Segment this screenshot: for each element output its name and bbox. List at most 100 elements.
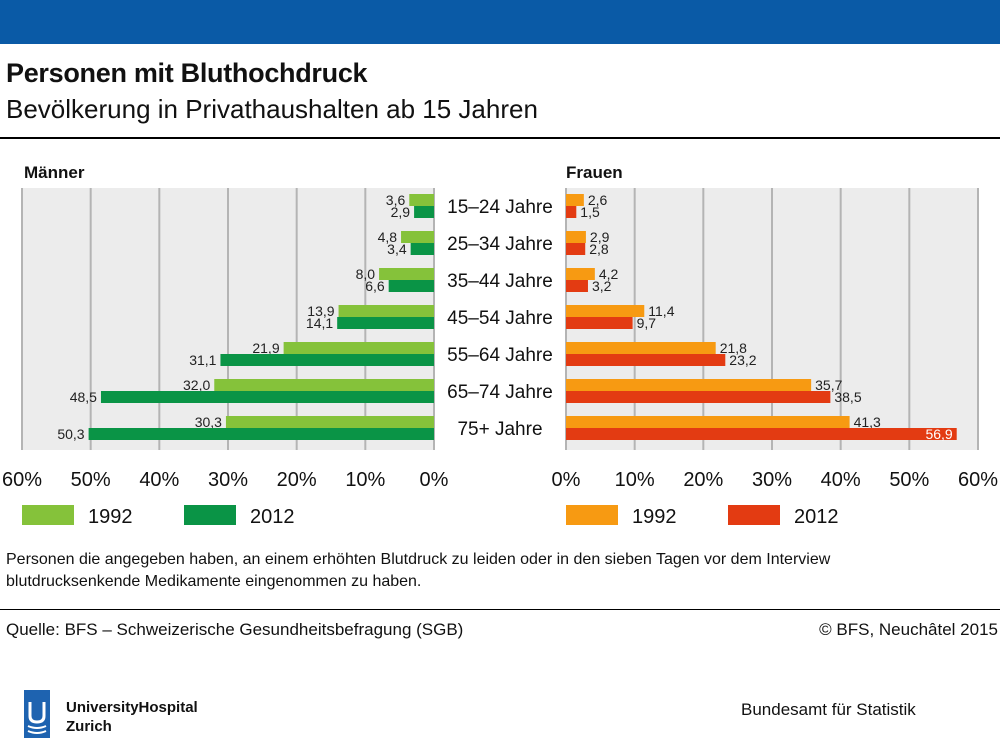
women-tick-label: 60% bbox=[958, 469, 998, 491]
men-legend-swatch-2012 bbox=[184, 505, 236, 525]
men-value-label: 2,9 bbox=[391, 204, 411, 220]
age-group-label: 25–34 Jahre bbox=[447, 234, 553, 255]
men-legend-swatch-1992 bbox=[22, 505, 74, 525]
women-value-label: 2,8 bbox=[589, 241, 609, 257]
women-value-label: 41,3 bbox=[854, 414, 881, 430]
women-legend-label-1992: 1992 bbox=[632, 506, 677, 528]
age-group-label: 45–54 Jahre bbox=[447, 308, 553, 329]
men-tick-label: 50% bbox=[71, 469, 111, 491]
women-bar-2012 bbox=[566, 428, 957, 440]
women-tick-label: 40% bbox=[821, 469, 861, 491]
women-tick-label: 30% bbox=[752, 469, 792, 491]
men-value-label: 3,4 bbox=[387, 241, 407, 257]
women-value-label: 3,2 bbox=[592, 278, 612, 294]
women-bar-1992 bbox=[566, 194, 584, 206]
copyright: © BFS, Neuchâtel 2015 bbox=[819, 620, 998, 639]
men-legend-label-1992: 1992 bbox=[88, 506, 133, 528]
women-bar-2012 bbox=[566, 206, 577, 218]
men-value-label: 50,3 bbox=[57, 426, 84, 442]
women-legend-swatch-1992 bbox=[566, 505, 618, 525]
footnote-line-1: Personen die angegeben haben, an einem e… bbox=[6, 551, 831, 568]
men-bar-2012 bbox=[88, 428, 435, 440]
women-value-label: 38,5 bbox=[834, 389, 861, 405]
women-panel-title: Frauen bbox=[566, 163, 623, 182]
women-tick-label: 0% bbox=[552, 469, 581, 491]
men-tick-label: 20% bbox=[277, 469, 317, 491]
men-bar-1992 bbox=[338, 305, 434, 317]
women-bar-1992 bbox=[566, 231, 586, 243]
women-bar-1992 bbox=[566, 342, 716, 354]
women-tick-label: 20% bbox=[683, 469, 723, 491]
women-bar-2012 bbox=[566, 354, 726, 366]
women-value-label: 2,9 bbox=[590, 229, 610, 245]
men-tick-label: 40% bbox=[139, 469, 179, 491]
footnote-line-2: blutdrucksenkende Medikamente eingenomme… bbox=[6, 573, 422, 590]
women-value-label: 21,8 bbox=[720, 340, 747, 356]
university-hospital-logo-text: UniversityHospital Zurich bbox=[66, 698, 198, 736]
women-value-label: 56,9 bbox=[925, 426, 952, 442]
top-banner bbox=[0, 0, 1000, 44]
men-bar-2012 bbox=[410, 243, 434, 255]
women-value-label: 2,6 bbox=[588, 192, 608, 208]
women-value-label: 11,4 bbox=[648, 303, 674, 319]
university-hospital-logo-icon bbox=[24, 690, 50, 738]
men-bar-2012 bbox=[220, 354, 434, 366]
agency-name: Bundesamt für Statistik bbox=[741, 700, 916, 719]
women-legend-swatch-2012 bbox=[728, 505, 780, 525]
men-bar-2012 bbox=[337, 317, 434, 329]
age-group-label: 75+ Jahre bbox=[457, 419, 542, 440]
women-tick-label: 10% bbox=[615, 469, 655, 491]
women-bar-2012 bbox=[566, 317, 633, 329]
men-value-label: 32,0 bbox=[183, 377, 210, 393]
women-tick-label: 50% bbox=[889, 469, 929, 491]
men-value-label: 4,8 bbox=[378, 229, 398, 245]
men-bar-1992 bbox=[214, 379, 434, 391]
men-value-label: 31,1 bbox=[189, 352, 216, 368]
logo-line-1: UniversityHospital bbox=[66, 699, 198, 716]
men-tick-label: 30% bbox=[208, 469, 248, 491]
men-value-label: 14,1 bbox=[306, 315, 333, 331]
men-panel-title: Männer bbox=[24, 163, 85, 182]
men-legend-label-2012: 2012 bbox=[250, 506, 295, 528]
men-bar-2012 bbox=[414, 206, 434, 218]
men-bar-1992 bbox=[225, 416, 434, 428]
men-value-label: 21,9 bbox=[252, 340, 279, 356]
women-bar-1992 bbox=[566, 379, 812, 391]
men-bar-1992 bbox=[379, 268, 434, 280]
men-value-label: 48,5 bbox=[70, 389, 97, 405]
women-bar-2012 bbox=[566, 280, 588, 292]
footer-divider bbox=[0, 609, 1000, 610]
women-bar-1992 bbox=[566, 305, 645, 317]
women-bar-2012 bbox=[566, 243, 586, 255]
data-source: Quelle: BFS – Schweizerische Gesundheits… bbox=[6, 620, 464, 639]
women-value-label: 23,2 bbox=[729, 352, 756, 368]
men-tick-label: 0% bbox=[420, 469, 449, 491]
women-value-label: 4,2 bbox=[599, 266, 619, 282]
women-value-label: 35,7 bbox=[815, 377, 842, 393]
logo-line-2: Zurich bbox=[66, 718, 112, 735]
men-value-label: 3,6 bbox=[386, 192, 406, 208]
age-group-label: 35–44 Jahre bbox=[447, 271, 553, 292]
women-bar-2012 bbox=[566, 391, 831, 403]
page-title: Personen mit Bluthochdruck bbox=[6, 58, 368, 88]
age-group-label: 65–74 Jahre bbox=[447, 382, 553, 403]
men-bar-1992 bbox=[401, 231, 434, 243]
men-tick-label: 10% bbox=[345, 469, 385, 491]
women-bar-1992 bbox=[566, 268, 595, 280]
chart-footnote: Personen die angegeben haben, an einem e… bbox=[6, 549, 986, 593]
women-value-label: 9,7 bbox=[637, 315, 657, 331]
women-bar-1992 bbox=[566, 416, 850, 428]
women-legend-label-2012: 2012 bbox=[794, 506, 839, 528]
age-group-label: 55–64 Jahre bbox=[447, 345, 553, 366]
men-value-label: 8,0 bbox=[356, 266, 376, 282]
men-bar-2012 bbox=[388, 280, 434, 292]
title-divider bbox=[0, 137, 1000, 139]
page-subtitle: Bevölkerung in Privathaushalten ab 15 Ja… bbox=[6, 94, 538, 124]
men-value-label: 13,9 bbox=[307, 303, 334, 319]
men-bar-1992 bbox=[283, 342, 434, 354]
age-group-label: 15–24 Jahre bbox=[447, 197, 553, 218]
men-value-label: 30,3 bbox=[195, 414, 222, 430]
men-value-label: 6,6 bbox=[365, 278, 385, 294]
women-value-label: 1,5 bbox=[580, 204, 600, 220]
